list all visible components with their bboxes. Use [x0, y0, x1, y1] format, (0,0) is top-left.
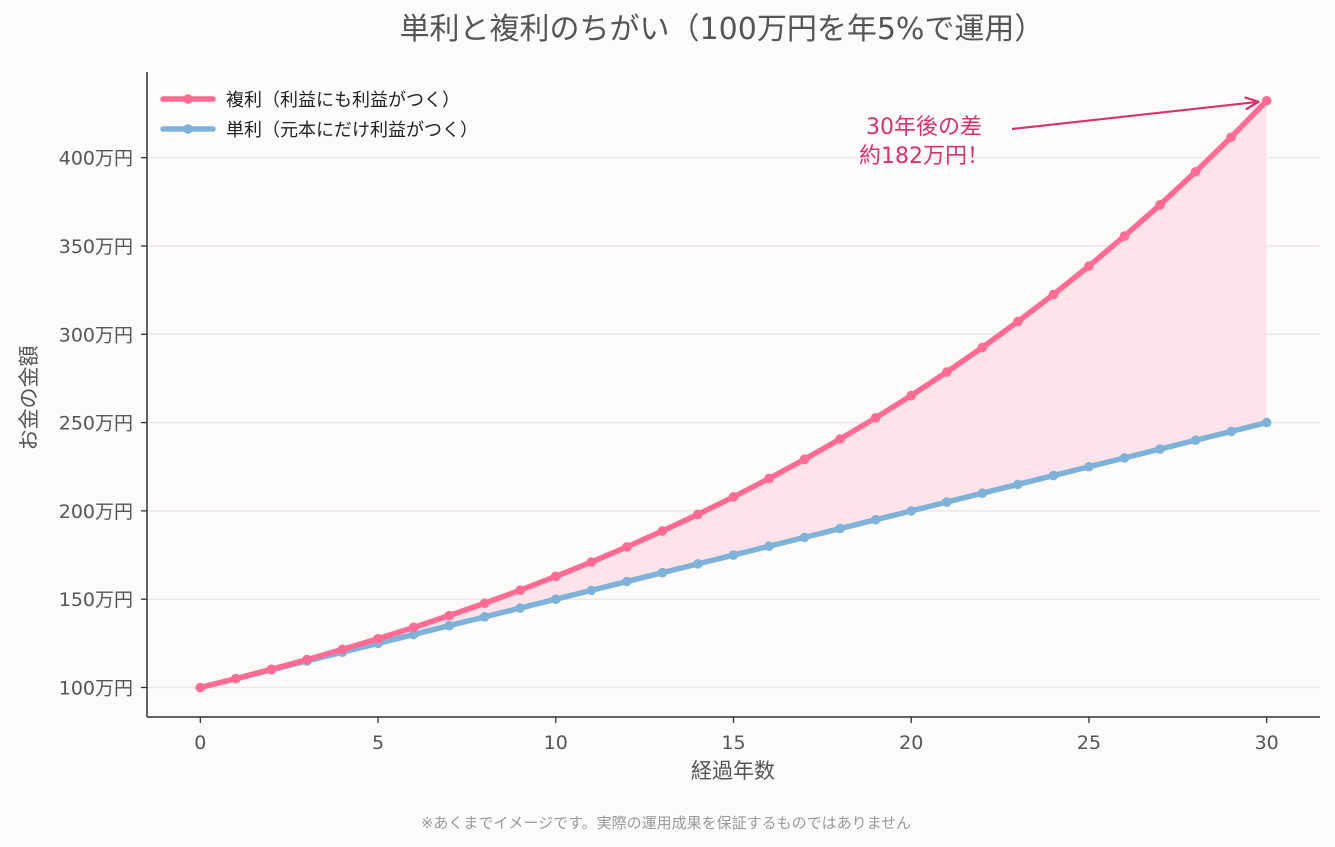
data-point-simple: [1190, 435, 1201, 446]
data-point-simple: [728, 550, 739, 560]
footnote: ※あくまでイメージです。実際の運用成果を保証するものではありません: [421, 814, 911, 832]
data-point-compound: [728, 492, 739, 502]
difference-area: [200, 100, 1267, 688]
series-layer: [195, 95, 1272, 693]
y-tick-label: 400万円: [59, 148, 133, 170]
data-point-simple: [444, 620, 454, 631]
data-point-compound: [764, 473, 774, 484]
data-point-compound: [799, 454, 810, 465]
data-point-simple: [1155, 444, 1165, 454]
x-tick-label: 10: [544, 732, 568, 754]
x-tick-label: 5: [372, 732, 384, 754]
data-point-simple: [586, 585, 597, 596]
data-point-simple: [408, 629, 419, 640]
data-point-simple: [479, 612, 490, 622]
data-point-compound: [550, 571, 561, 582]
data-point-compound: [479, 598, 490, 609]
data-point-simple: [1084, 461, 1094, 472]
fill-layer: [200, 100, 1267, 688]
data-point-simple: [693, 559, 703, 569]
data-point-compound: [1155, 200, 1165, 210]
data-point-compound: [1119, 231, 1130, 241]
data-point-compound: [941, 367, 952, 377]
data-point-simple: [870, 514, 881, 525]
data-point-compound: [693, 509, 703, 520]
y-tick-label: 100万円: [59, 678, 133, 700]
data-point-compound: [1261, 95, 1272, 106]
data-point-simple: [515, 603, 526, 613]
legend-marker-simple: [183, 124, 193, 134]
data-point-compound: [906, 390, 917, 401]
y-axis-label: お金の金額: [17, 346, 41, 451]
legend: 複利（利益にも利益がつく） 単利（元本にだけ利益がつく）: [160, 90, 478, 141]
y-tick-label: 150万円: [59, 589, 133, 611]
legend-label-simple: 単利（元本にだけ利益がつく）: [226, 120, 478, 141]
chart-title: 単利と複利のちがい（100万円を年5%で運用）: [400, 12, 1045, 47]
data-point-compound: [373, 633, 383, 644]
data-point-compound: [622, 542, 632, 552]
x-tick-label: 15: [721, 732, 745, 754]
y-tick-label: 350万円: [59, 236, 133, 258]
legend-label-compound: 複利（利益にも利益がつく）: [226, 90, 460, 111]
data-point-simple: [622, 576, 632, 587]
data-point-compound: [302, 654, 312, 665]
legend-marker-compound: [183, 94, 193, 104]
data-point-compound: [1190, 166, 1201, 177]
data-point-compound: [195, 682, 206, 693]
data-point-compound: [870, 413, 881, 423]
data-point-compound: [1084, 261, 1094, 271]
data-point-simple: [764, 541, 774, 552]
x-tick-label: 20: [899, 732, 923, 754]
data-point-simple: [1013, 479, 1023, 490]
data-point-simple: [657, 567, 668, 578]
axes-layer: 100万円 150万円 200万円 250万円 300万円 350万円 400万円 0 5 10 1…: [59, 72, 1320, 754]
data-point-compound: [408, 622, 419, 633]
data-point-simple: [977, 488, 988, 499]
data-point-simple: [1119, 453, 1130, 463]
y-tick-label: 250万円: [59, 413, 133, 435]
data-point-compound: [1226, 132, 1236, 142]
data-point-simple: [906, 506, 917, 516]
x-tick-label: 25: [1077, 732, 1101, 754]
data-point-compound: [337, 644, 348, 655]
annotation-text: 30年後の差: [866, 115, 982, 140]
data-point-simple: [799, 532, 810, 543]
data-point-compound: [1048, 289, 1059, 300]
data-point-compound: [1013, 316, 1023, 327]
data-point-compound: [586, 557, 597, 567]
data-point-compound: [657, 526, 668, 536]
data-point-compound: [444, 610, 454, 621]
data-point-compound: [515, 585, 526, 595]
data-point-compound: [231, 673, 241, 684]
y-tick-label: 300万円: [59, 324, 133, 346]
annotation-arrow-line: [1011, 100, 1259, 131]
data-point-compound: [977, 342, 988, 353]
data-point-compound: [835, 434, 845, 444]
y-tick-label: 200万円: [59, 501, 133, 523]
data-point-simple: [941, 497, 952, 507]
data-point-simple: [1261, 417, 1272, 428]
x-axis-label: 経過年数: [691, 759, 775, 783]
x-tick-label: 30: [1255, 732, 1279, 754]
x-tick-label: 0: [194, 732, 206, 754]
data-point-simple: [1048, 470, 1059, 481]
annotation-text: 約182万円！: [859, 144, 989, 169]
data-point-compound: [266, 664, 277, 675]
data-point-simple: [550, 594, 561, 604]
data-point-simple: [835, 523, 845, 534]
annotation-arrow-head: [1244, 96, 1260, 110]
data-point-simple: [1226, 426, 1236, 437]
